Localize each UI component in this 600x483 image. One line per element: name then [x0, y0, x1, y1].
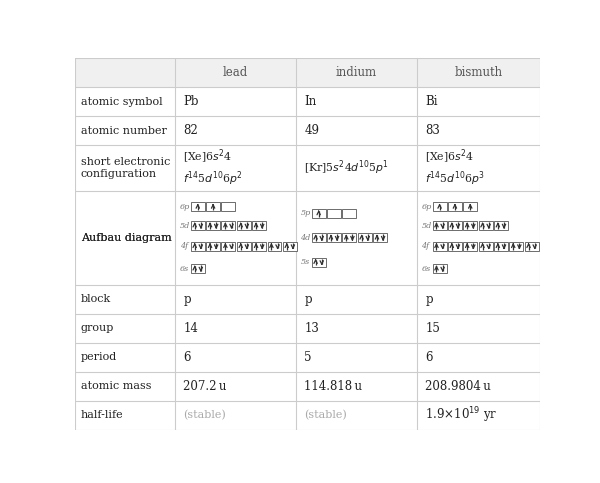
- Bar: [327, 233, 341, 242]
- Text: 5d: 5d: [421, 222, 431, 229]
- Text: (stable): (stable): [184, 410, 226, 421]
- Bar: [524, 242, 539, 251]
- Text: short electronic
configuration: short electronic configuration: [80, 157, 170, 179]
- Text: group: group: [80, 323, 114, 333]
- Text: 4d: 4d: [301, 234, 311, 242]
- Text: Aufbau diagram: Aufbau diagram: [80, 233, 172, 243]
- Bar: [494, 221, 508, 230]
- Text: Bi: Bi: [425, 95, 437, 108]
- Text: 114.818 u: 114.818 u: [304, 380, 362, 393]
- Bar: [237, 242, 251, 251]
- Bar: [311, 209, 326, 218]
- Text: 5d: 5d: [179, 222, 190, 229]
- Text: 5p: 5p: [301, 210, 311, 217]
- Bar: [463, 202, 477, 212]
- Text: 15: 15: [425, 322, 440, 335]
- Bar: [373, 233, 387, 242]
- Text: 49: 49: [304, 124, 319, 137]
- Bar: [252, 242, 266, 251]
- Bar: [343, 233, 356, 242]
- Bar: [433, 242, 446, 251]
- Bar: [433, 264, 446, 273]
- Bar: [191, 202, 205, 212]
- Bar: [75, 58, 540, 87]
- Text: p: p: [184, 293, 191, 306]
- Bar: [268, 242, 281, 251]
- Text: 6s: 6s: [179, 265, 189, 272]
- Text: lead: lead: [223, 66, 248, 79]
- Text: 1.9×10$^{19}$ yr: 1.9×10$^{19}$ yr: [425, 406, 497, 425]
- Bar: [479, 221, 493, 230]
- Bar: [206, 242, 220, 251]
- Text: 13: 13: [304, 322, 319, 335]
- Bar: [463, 221, 477, 230]
- Bar: [448, 221, 462, 230]
- Bar: [479, 242, 493, 251]
- Bar: [283, 242, 297, 251]
- Text: block: block: [80, 294, 111, 304]
- Text: Aufbau diagram: Aufbau diagram: [80, 233, 172, 243]
- Bar: [311, 233, 326, 242]
- Bar: [191, 264, 205, 273]
- Text: In: In: [304, 95, 316, 108]
- Bar: [311, 257, 326, 267]
- Bar: [191, 242, 205, 251]
- Bar: [448, 202, 462, 212]
- Text: 4f: 4f: [179, 242, 188, 250]
- Bar: [221, 242, 235, 251]
- Text: atomic number: atomic number: [80, 126, 166, 136]
- Text: 6: 6: [184, 351, 191, 364]
- Bar: [463, 242, 477, 251]
- Text: [Kr]5$s^2$4$d^{10}$5$p^1$: [Kr]5$s^2$4$d^{10}$5$p^1$: [304, 159, 389, 177]
- Text: Pb: Pb: [184, 95, 199, 108]
- Text: indium: indium: [336, 66, 377, 79]
- Text: 207.2 u: 207.2 u: [184, 380, 227, 393]
- Text: [Xe]6$s^2$4
$f^{14}$5$d^{10}$6$p^3$: [Xe]6$s^2$4 $f^{14}$5$d^{10}$6$p^3$: [425, 148, 485, 188]
- Text: 83: 83: [425, 124, 440, 137]
- Text: 82: 82: [184, 124, 198, 137]
- Bar: [509, 242, 523, 251]
- Text: 6p: 6p: [421, 203, 431, 211]
- Bar: [343, 209, 356, 218]
- Bar: [433, 202, 446, 212]
- Text: bismuth: bismuth: [454, 66, 502, 79]
- Bar: [327, 209, 341, 218]
- Bar: [191, 221, 205, 230]
- Text: atomic mass: atomic mass: [80, 381, 151, 391]
- Bar: [221, 221, 235, 230]
- Text: period: period: [80, 352, 117, 362]
- Text: half-life: half-life: [80, 411, 123, 420]
- Bar: [448, 242, 462, 251]
- Bar: [252, 221, 266, 230]
- Text: 6: 6: [425, 351, 433, 364]
- Bar: [206, 221, 220, 230]
- Text: 208.9804 u: 208.9804 u: [425, 380, 491, 393]
- Text: p: p: [425, 293, 433, 306]
- Text: 4f: 4f: [421, 242, 430, 250]
- Text: atomic symbol: atomic symbol: [80, 97, 162, 107]
- Text: 5: 5: [304, 351, 312, 364]
- Text: 6s: 6s: [421, 265, 431, 272]
- Bar: [221, 202, 235, 212]
- Bar: [358, 233, 371, 242]
- Text: 5s: 5s: [301, 258, 310, 266]
- Text: (stable): (stable): [304, 410, 347, 421]
- Text: p: p: [304, 293, 312, 306]
- Bar: [433, 221, 446, 230]
- Bar: [206, 202, 220, 212]
- Text: 6p: 6p: [179, 203, 190, 211]
- Bar: [494, 242, 508, 251]
- Text: [Xe]6$s^2$4
$f^{14}$5$d^{10}$6$p^2$: [Xe]6$s^2$4 $f^{14}$5$d^{10}$6$p^2$: [184, 148, 243, 188]
- Bar: [237, 221, 251, 230]
- Text: 14: 14: [184, 322, 198, 335]
